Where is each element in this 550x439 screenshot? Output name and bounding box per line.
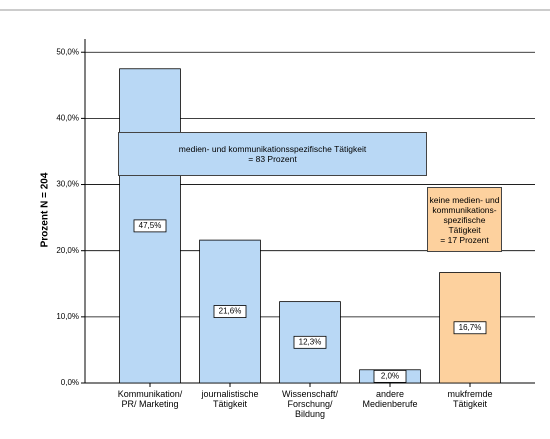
x-tick-label: Kommunikation/ PR/ Marketing xyxy=(117,389,183,409)
value-label: 21,6% xyxy=(219,307,242,316)
y-tick-label: 20,0% xyxy=(56,246,79,255)
y-tick-label: 30,0% xyxy=(56,180,79,189)
value-label-box xyxy=(133,219,167,233)
y-tick-label: 0,0% xyxy=(61,378,79,387)
annotation: medien- und kommunikationsspezifische Tä… xyxy=(118,132,427,176)
x-tick-label: Wissenschaft/ Forschung/ Bildung xyxy=(281,389,339,419)
value-label: 47,5% xyxy=(139,221,162,230)
value-label-box xyxy=(213,305,247,318)
x-tick-label: andere Medienberufe xyxy=(362,389,418,409)
value-label: 12,3% xyxy=(299,337,322,346)
value-label: 2,0% xyxy=(381,371,399,380)
value-label-box xyxy=(453,321,487,335)
x-tick-label: journalistische Tätigkeit xyxy=(201,389,259,409)
y-tick-label: 50,0% xyxy=(56,47,79,56)
value-label-box xyxy=(373,369,407,383)
value-label-box xyxy=(293,335,327,349)
value-label: 16,7% xyxy=(459,323,482,332)
y-axis-title: Prozent N = 204 xyxy=(40,172,51,247)
y-tick-label: 40,0% xyxy=(56,113,79,122)
x-tick-label: mukfremde Tätigkeit xyxy=(447,389,493,409)
annotation: keine medien- und kommunikations- spezif… xyxy=(427,187,502,252)
y-tick-label: 10,0% xyxy=(56,312,79,321)
